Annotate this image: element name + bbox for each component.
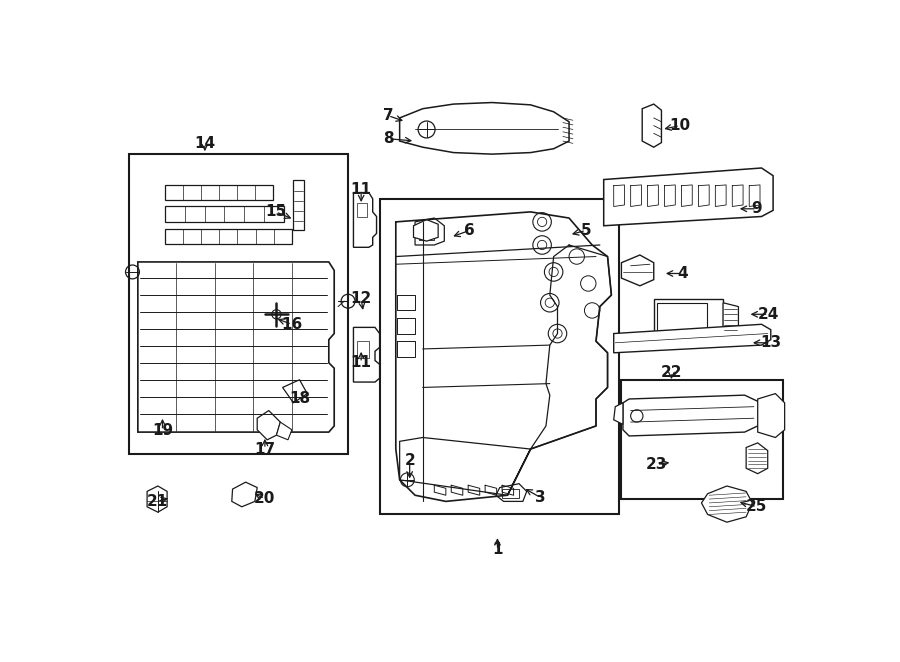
Bar [653, 299, 723, 345]
Text: 19: 19 [152, 423, 173, 438]
Text: 9: 9 [752, 201, 762, 216]
Text: 3: 3 [536, 490, 546, 505]
Bar [165, 207, 284, 222]
Polygon shape [283, 380, 307, 403]
Text: 13: 13 [760, 335, 781, 350]
Text: 23: 23 [646, 457, 668, 472]
Text: 2: 2 [404, 453, 415, 468]
Bar [418, 226, 435, 240]
Bar [357, 203, 366, 216]
Polygon shape [413, 220, 438, 241]
Polygon shape [621, 255, 653, 286]
Polygon shape [415, 218, 445, 245]
Text: 4: 4 [677, 266, 688, 281]
Polygon shape [147, 486, 167, 512]
Polygon shape [623, 395, 761, 436]
Polygon shape [643, 104, 662, 147]
Polygon shape [723, 303, 738, 338]
Polygon shape [276, 422, 292, 440]
Polygon shape [701, 486, 752, 522]
Polygon shape [614, 403, 623, 424]
Text: 16: 16 [281, 317, 302, 332]
Polygon shape [614, 324, 770, 353]
Polygon shape [354, 328, 380, 382]
Polygon shape [496, 484, 526, 501]
Text: 11: 11 [351, 182, 372, 197]
Text: 24: 24 [758, 307, 779, 322]
Bar [657, 303, 706, 341]
Text: 20: 20 [254, 491, 275, 506]
Text: 11: 11 [351, 355, 372, 370]
Text: 22: 22 [661, 365, 682, 379]
Text: 12: 12 [350, 291, 372, 307]
Text: 5: 5 [580, 223, 591, 238]
Text: 21: 21 [147, 494, 167, 509]
Text: 25: 25 [746, 499, 768, 514]
Polygon shape [232, 482, 257, 507]
Text: 1: 1 [492, 542, 503, 557]
Polygon shape [257, 410, 280, 440]
Polygon shape [758, 394, 785, 438]
Text: 14: 14 [194, 136, 215, 151]
Polygon shape [604, 168, 773, 226]
Bar [129, 154, 348, 454]
Text: 18: 18 [289, 391, 310, 406]
Bar [165, 185, 273, 201]
Text: 10: 10 [670, 118, 690, 133]
Text: 6: 6 [464, 223, 475, 238]
Bar [293, 179, 304, 230]
Bar [381, 199, 619, 514]
Text: 8: 8 [382, 131, 393, 146]
Bar [165, 229, 292, 244]
Text: 7: 7 [382, 108, 393, 123]
Polygon shape [400, 103, 569, 154]
Polygon shape [746, 443, 768, 474]
Text: 15: 15 [266, 205, 286, 219]
Polygon shape [138, 262, 334, 432]
Bar [621, 380, 783, 499]
Text: 17: 17 [255, 442, 275, 457]
Bar [502, 489, 519, 498]
Polygon shape [354, 193, 376, 248]
Bar [357, 341, 369, 358]
